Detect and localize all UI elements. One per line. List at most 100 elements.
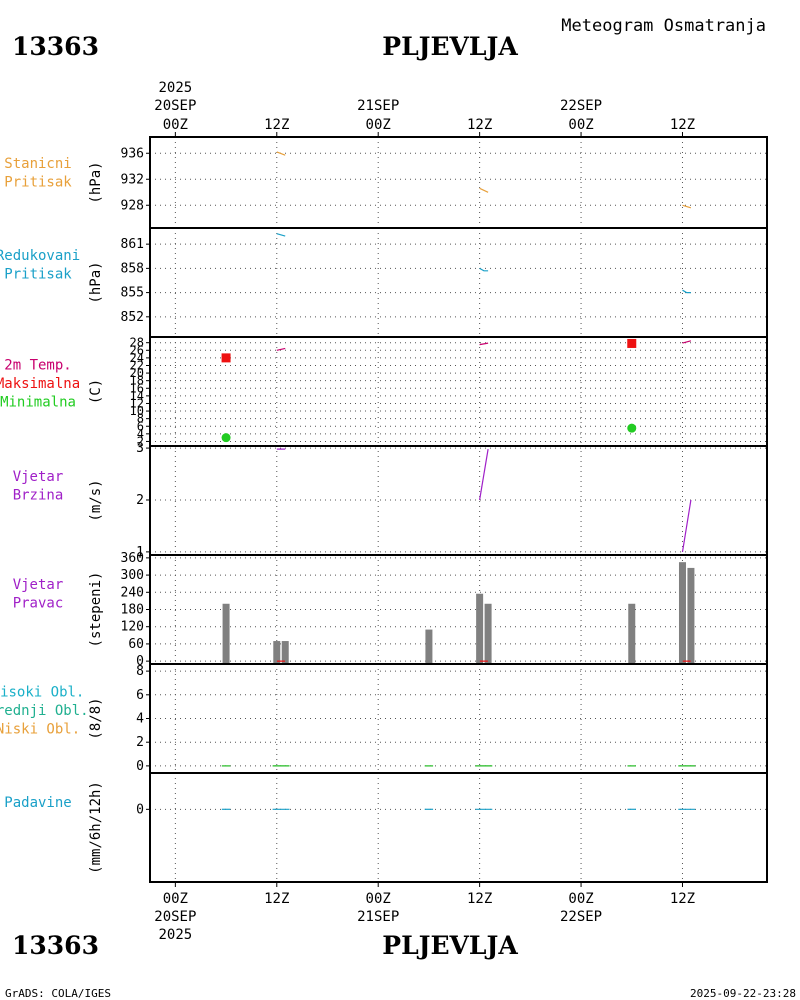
- y-tick-label: 180: [121, 603, 144, 618]
- panel-frame: [149, 445, 768, 556]
- station-id-bottom: 13363: [12, 931, 99, 960]
- panel-frame: [149, 663, 768, 774]
- panel-label: Maksimalna: [0, 376, 80, 392]
- date-label-bottom: 22SEP: [560, 909, 602, 925]
- series-line: [276, 347, 286, 351]
- y-tick-label: 240: [121, 585, 144, 600]
- y-tick-label: 8: [137, 412, 144, 426]
- direction-bar: [425, 629, 433, 664]
- panel-label: Niski Obl.: [0, 722, 80, 738]
- y-tick-label: 12: [130, 396, 144, 410]
- time-tick-top: 12Z: [264, 117, 289, 133]
- y-tick-label: 26: [130, 343, 144, 357]
- time-tick-bottom: 12Z: [467, 891, 492, 907]
- y-tick-label: 2: [136, 493, 144, 508]
- panel-frame: [149, 772, 768, 883]
- direction-bar: [222, 603, 230, 664]
- time-tick-top: 00Z: [568, 117, 593, 133]
- y-tick-label: 28: [130, 336, 144, 350]
- y-tick-label: 16: [130, 381, 144, 395]
- y-tick-label: 2: [136, 735, 144, 750]
- y-tick-label: 932: [121, 172, 144, 187]
- year-label-bottom: 2025: [158, 927, 192, 943]
- series-line: [681, 499, 692, 552]
- time-tick-bottom: 00Z: [568, 891, 593, 907]
- panel-label: Minimalna: [0, 395, 76, 411]
- series-line: [479, 187, 489, 193]
- panel-frame: [149, 136, 768, 229]
- direction-bar: [273, 641, 281, 664]
- panel-label: Visoki Obl.: [0, 685, 84, 701]
- y-axis-label: (m/s): [88, 479, 104, 521]
- y-axis-label: (C): [88, 379, 104, 404]
- panel-label: 2m Temp.: [4, 358, 71, 374]
- time-tick-top: 00Z: [366, 117, 391, 133]
- panel-label: Pravac: [13, 595, 64, 611]
- date-label-bottom: 20SEP: [154, 909, 196, 925]
- y-tick-label: 6: [136, 688, 144, 703]
- station-name-bottom: PLJEVLJA: [382, 931, 518, 960]
- y-tick-label: 360: [121, 551, 144, 566]
- y-tick-label: 14: [130, 389, 144, 403]
- panel-label: Srednji Obl.: [0, 703, 89, 719]
- panel-label: Brzina: [13, 487, 64, 503]
- series-line: [682, 289, 691, 294]
- year-label-top: 2025: [158, 80, 192, 96]
- time-tick-bottom: 12Z: [670, 891, 695, 907]
- date-label-top: 22SEP: [560, 98, 602, 114]
- credit-text: GrADS: COLA/IGES: [5, 987, 111, 1000]
- y-tick-label: 24: [130, 351, 144, 365]
- station-id-top: 13363: [12, 32, 99, 61]
- direction-bar: [281, 641, 289, 664]
- series-line: [479, 449, 489, 501]
- y-tick-label: 22: [130, 358, 144, 372]
- tmin-marker: [627, 423, 637, 433]
- y-tick-label: 2: [137, 434, 144, 448]
- y-tick-label: 60: [128, 637, 144, 652]
- panel-label: Stanicni: [4, 156, 71, 172]
- date-label-bottom: 21SEP: [357, 909, 399, 925]
- panel-label: Padavine: [4, 795, 71, 811]
- time-tick-top: 12Z: [670, 117, 695, 133]
- series-line: [682, 340, 692, 344]
- direction-bar: [687, 567, 695, 664]
- panel-frame: [149, 554, 768, 665]
- timestamp-text: 2025-09-22-23:28: [690, 987, 796, 1000]
- y-axis-label: (8/8): [88, 697, 104, 739]
- y-tick-label: 861: [121, 237, 144, 252]
- series-line: [479, 342, 489, 346]
- y-tick-label: 4: [136, 712, 144, 727]
- y-tick-label: 4: [137, 427, 144, 441]
- y-tick-label: 10: [130, 404, 144, 418]
- y-axis-label: (stepeni): [88, 572, 104, 648]
- y-tick-label: 8: [136, 664, 144, 679]
- y-tick-label: 3: [136, 441, 144, 456]
- y-tick-label: 0: [136, 654, 144, 669]
- panel-frame: [149, 336, 768, 447]
- series-line: [276, 233, 286, 237]
- y-tick-label: 855: [121, 286, 144, 301]
- y-tick-label: 20: [130, 366, 144, 380]
- y-tick-label: 1: [136, 545, 144, 560]
- series-line: [276, 151, 286, 156]
- time-tick-bottom: 00Z: [366, 891, 391, 907]
- time-tick-bottom: 00Z: [163, 891, 188, 907]
- panel-label: Pritisak: [4, 266, 72, 282]
- y-axis-label: (hPa): [88, 261, 104, 303]
- y-tick-label: 300: [121, 568, 144, 583]
- series-line: [682, 204, 692, 209]
- date-label-top: 21SEP: [357, 98, 399, 114]
- time-tick-bottom: 12Z: [264, 891, 289, 907]
- tmin-marker: [221, 433, 231, 443]
- direction-bar: [628, 603, 636, 664]
- y-tick-label: 0: [136, 759, 144, 774]
- series-line: [479, 267, 489, 272]
- panel-label: Vjetar: [13, 577, 64, 593]
- y-tick-label: 18: [130, 374, 144, 388]
- y-tick-label: 928: [121, 198, 144, 213]
- panel-label: Pritisak: [4, 174, 72, 190]
- plot-area: 202500Z20SEP00Z20SEP12Z12Z00Z21SEP00Z21S…: [0, 80, 768, 943]
- time-tick-top: 00Z: [163, 117, 188, 133]
- panel-label: Redukovani: [0, 248, 80, 264]
- panel-frame: [149, 227, 768, 338]
